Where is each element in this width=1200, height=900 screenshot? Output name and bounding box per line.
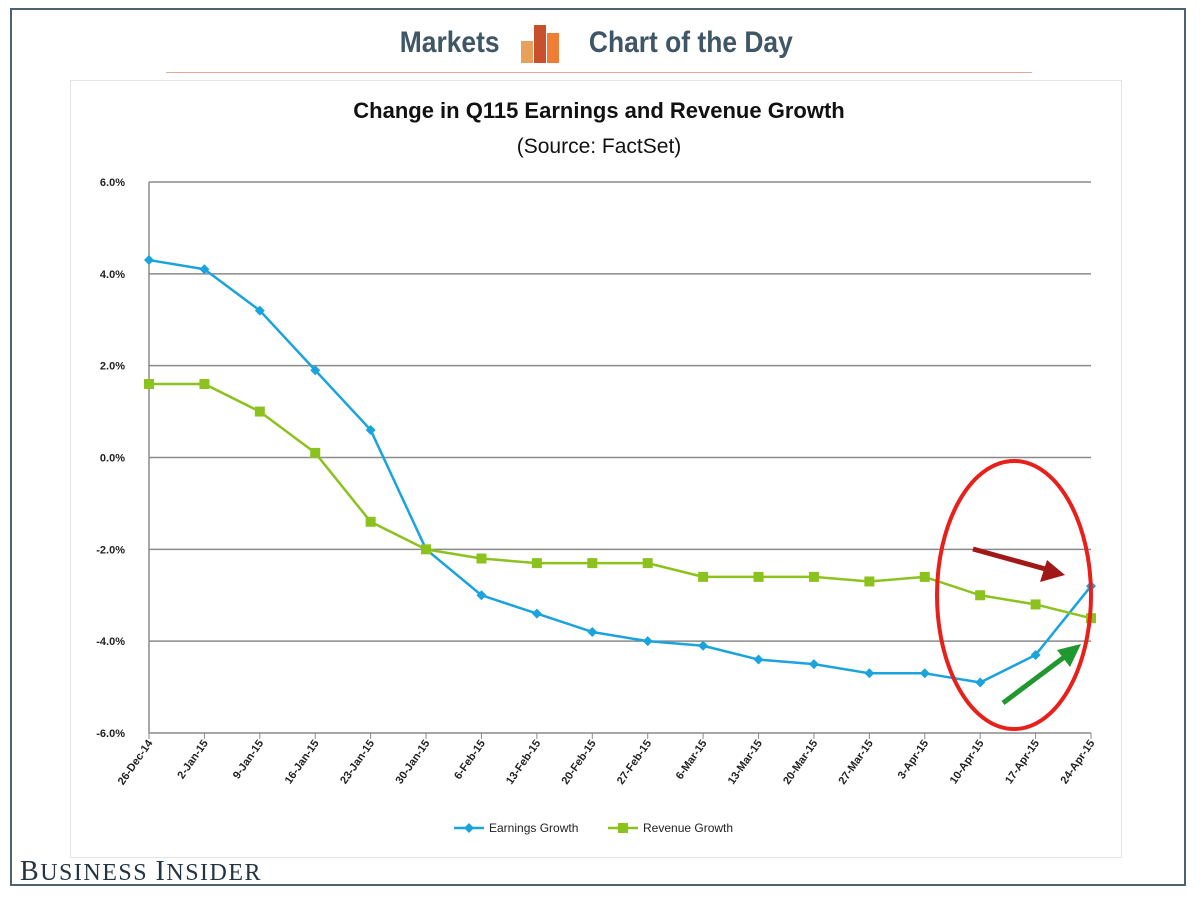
down-arrow-icon [1040,560,1065,582]
x-tick-label: 2-Jan-15 [175,738,210,781]
data-point [919,668,930,679]
x-tick-label: 10-Apr-15 [948,738,987,786]
x-tick-label: 23-Jan-15 [338,738,377,786]
x-tick-label: 30-Jan-15 [394,738,433,786]
data-point [254,305,265,316]
data-point [310,447,321,458]
x-tick-label: 16-Jan-15 [283,738,322,786]
data-point [1030,649,1041,660]
line-chart: Change in Q115 Earnings and Revenue Grow… [96,98,1098,835]
annotations [935,459,1093,731]
data-point [199,379,210,390]
chart-title: Change in Q115 Earnings and Revenue Grow… [353,98,844,123]
data-point [642,636,653,647]
legend-marker [618,823,628,833]
chart-of-the-day-label: Chart of the Day [588,26,793,59]
y-tick-label: -6.0% [96,728,125,740]
header-divider [166,72,1032,73]
data-point [531,608,542,619]
chart-panel: Change in Q115 Earnings and Revenue Grow… [70,80,1122,858]
up-arrow-shaft [1001,653,1069,705]
data-point [808,659,819,670]
series-line [149,382,1092,620]
chart-of-the-day-logo-icon [520,25,559,63]
y-tick-label: 2.0% [100,361,125,373]
x-tick-label: 3-Apr-15 [896,738,931,781]
down-arrow-shaft [972,546,1050,573]
gridlines [148,181,1091,734]
bi-logo-letter-i: I [155,856,167,887]
data-point [642,558,653,569]
y-axis-ticks: 6.0% 4.0% 2.0% 0.0% -2.0% -4.0% -6.0% [96,177,125,740]
outer-frame [10,8,1186,886]
data-point [753,654,764,665]
series-lines [144,255,1096,688]
x-tick-label: 24-Apr-15 [1059,738,1098,786]
legend-marker [464,823,474,833]
y-tick-label: -2.0% [96,544,125,556]
chart-legend: Earnings Growth Revenue Growth [454,821,733,835]
bi-logo-word-nsider: NSIDER [166,860,263,886]
x-tick-label: 27-Mar-15 [837,738,876,787]
highlight-circle [935,459,1093,731]
data-point [975,590,986,601]
data-point [753,571,764,582]
data-point [476,553,487,564]
series-earnings-growth [144,255,1096,688]
data-point [476,590,487,601]
x-tick-label: 6-Mar-15 [674,738,710,782]
data-point [1030,599,1041,610]
x-tick-label: 20-Mar-15 [781,738,820,787]
x-tick-label: 13-Feb-15 [504,738,543,787]
series-revenue-growth [144,379,1096,624]
y-tick-label: 4.0% [100,269,125,281]
data-point [144,255,154,266]
data-point [587,626,598,637]
data-point [144,379,154,390]
data-point [698,640,709,651]
x-tick-label: 17-Apr-15 [1003,738,1042,786]
series-line [148,258,1092,684]
legend-label: Earnings Growth [489,821,578,835]
bi-logo-letter-b: B [20,856,41,887]
data-point [919,571,930,582]
x-tick-label: 27-Feb-15 [615,738,654,787]
y-tick-label: 0.0% [100,453,125,465]
chart-subtitle: (Source: FactSet) [517,135,682,158]
legend-label: Revenue Growth [643,821,733,835]
markets-label: Markets [400,26,501,59]
data-point [587,558,598,569]
up-arrow-icon [1057,644,1081,667]
data-point [254,406,265,417]
data-point [199,264,210,275]
y-tick-label: -4.0% [96,636,125,648]
x-tick-label: 9-Jan-15 [231,738,266,781]
data-point [975,677,986,688]
business-insider-logo: BUSINESS INSIDER [20,856,262,888]
y-tick-label: 6.0% [100,177,125,189]
data-point [531,558,542,569]
header-banner: Markets Chart of the Day [0,18,1200,68]
x-tick-label: 6-Feb-15 [452,738,488,782]
data-point [421,544,432,555]
data-point [698,571,709,582]
x-tick-label: 26-Dec-14 [116,737,156,787]
data-point [365,424,376,435]
data-point [864,576,875,587]
x-tick-label: 13-Mar-15 [726,738,765,787]
x-axis-ticks: 26-Dec-14 2-Jan-15 9-Jan-15 16-Jan-15 23-Jan… [116,733,1098,787]
x-tick-label: 20-Feb-15 [559,738,598,787]
bi-logo-word-usiness: USINESS [40,860,149,886]
data-point [310,365,321,376]
data-point [864,668,875,679]
data-point [808,571,819,582]
data-point [365,516,376,527]
